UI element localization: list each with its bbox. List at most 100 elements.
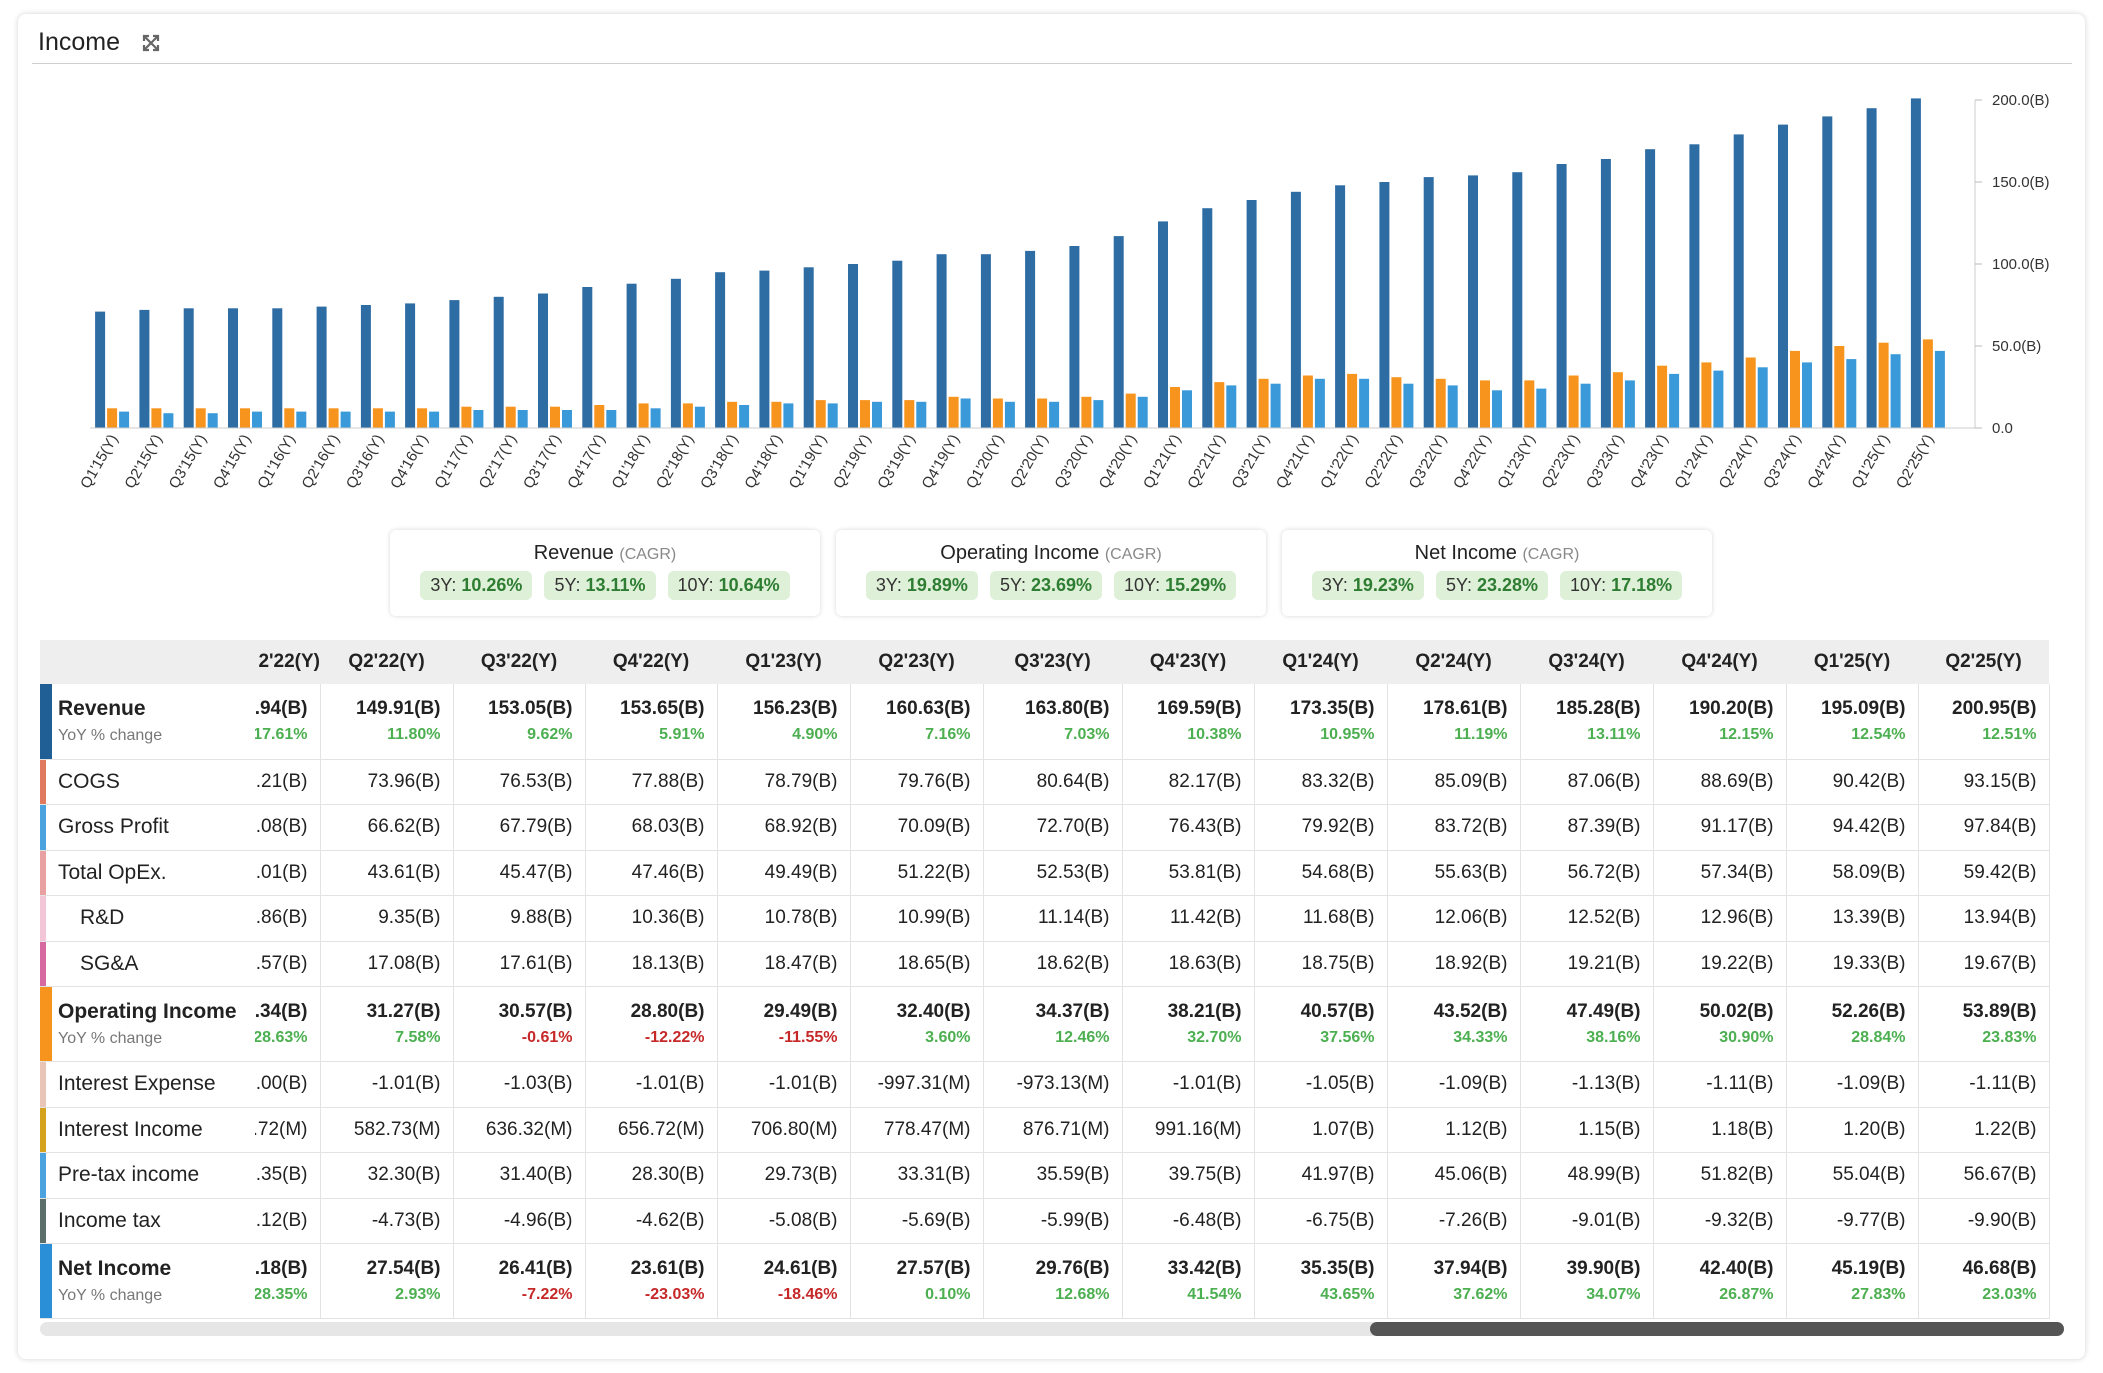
bar-2-22[interactable] bbox=[1093, 400, 1104, 428]
bar-0-31[interactable] bbox=[1468, 175, 1478, 428]
bar-1-21[interactable] bbox=[1037, 398, 1048, 429]
bar-0-40[interactable] bbox=[1866, 108, 1877, 428]
row-label[interactable]: Revenue YoY % change bbox=[40, 684, 255, 760]
horizontal-scrollbar[interactable] bbox=[40, 1322, 2064, 1336]
bar-0-26[interactable] bbox=[1246, 200, 1257, 428]
bar-2-1[interactable] bbox=[163, 413, 174, 428]
bar-0-30[interactable] bbox=[1423, 177, 1434, 428]
bar-0-18[interactable] bbox=[892, 260, 903, 428]
bar-0-37[interactable] bbox=[1733, 134, 1744, 428]
bar-2-17[interactable] bbox=[872, 401, 882, 428]
bar-2-4[interactable] bbox=[296, 411, 307, 428]
bar-1-19[interactable] bbox=[948, 396, 959, 428]
bar-2-5[interactable] bbox=[340, 411, 351, 428]
bar-1-8[interactable] bbox=[461, 406, 472, 428]
bar-0-8[interactable] bbox=[449, 300, 460, 428]
bar-0-12[interactable] bbox=[626, 283, 637, 428]
bar-1-37[interactable] bbox=[1745, 357, 1756, 429]
bar-0-10[interactable] bbox=[538, 293, 548, 429]
bar-0-2[interactable] bbox=[183, 308, 194, 428]
bar-1-27[interactable] bbox=[1302, 375, 1313, 429]
bar-2-12[interactable] bbox=[650, 408, 661, 428]
bar-0-7[interactable] bbox=[405, 303, 416, 428]
bar-0-39[interactable] bbox=[1822, 116, 1833, 429]
column-header[interactable]: Q3'23(Y) bbox=[983, 640, 1122, 684]
expand-icon[interactable] bbox=[140, 32, 162, 54]
column-header[interactable]: Q2'24(Y) bbox=[1387, 640, 1520, 684]
bar-0-16[interactable] bbox=[803, 267, 814, 428]
bar-2-31[interactable] bbox=[1492, 390, 1502, 428]
bar-0-22[interactable] bbox=[1069, 246, 1080, 428]
bar-0-27[interactable] bbox=[1290, 191, 1301, 428]
bar-2-8[interactable] bbox=[473, 410, 484, 428]
bar-1-4[interactable] bbox=[284, 408, 295, 428]
bar-2-29[interactable] bbox=[1403, 383, 1414, 428]
row-label[interactable]: Operating Income YoY % change bbox=[40, 986, 255, 1062]
bar-2-37[interactable] bbox=[1757, 367, 1768, 428]
bar-1-41[interactable] bbox=[1922, 339, 1933, 428]
column-header[interactable]: 2'22(Y) bbox=[250, 640, 320, 684]
bar-2-19[interactable] bbox=[960, 398, 971, 429]
bar-0-13[interactable] bbox=[670, 278, 681, 428]
column-header[interactable]: Q4'24(Y) bbox=[1653, 640, 1786, 684]
bar-1-10[interactable] bbox=[550, 406, 560, 428]
bar-1-28[interactable] bbox=[1347, 373, 1358, 428]
row-label[interactable]: Interest Income bbox=[40, 1107, 255, 1153]
bar-2-15[interactable] bbox=[783, 403, 794, 428]
bar-0-21[interactable] bbox=[1025, 250, 1036, 428]
column-header[interactable]: Q3'24(Y) bbox=[1520, 640, 1653, 684]
bar-1-26[interactable] bbox=[1258, 378, 1269, 428]
column-header[interactable]: Q4'22(Y) bbox=[585, 640, 717, 684]
bar-2-33[interactable] bbox=[1580, 383, 1591, 428]
bar-1-33[interactable] bbox=[1568, 375, 1579, 429]
bar-2-40[interactable] bbox=[1890, 354, 1901, 428]
bar-0-41[interactable] bbox=[1910, 98, 1921, 429]
bar-0-3[interactable] bbox=[228, 308, 238, 428]
bar-2-10[interactable] bbox=[562, 410, 572, 428]
bar-1-31[interactable] bbox=[1480, 380, 1490, 428]
bar-2-6[interactable] bbox=[384, 411, 395, 428]
bar-0-29[interactable] bbox=[1379, 182, 1390, 428]
bar-1-30[interactable] bbox=[1435, 378, 1446, 428]
bar-0-35[interactable] bbox=[1645, 149, 1656, 428]
bar-2-2[interactable] bbox=[207, 413, 218, 428]
bar-0-1[interactable] bbox=[139, 309, 150, 428]
row-label[interactable]: COGS bbox=[40, 759, 255, 805]
bar-1-20[interactable] bbox=[992, 398, 1003, 429]
bar-0-33[interactable] bbox=[1556, 164, 1567, 428]
bar-1-9[interactable] bbox=[505, 406, 516, 428]
bar-2-41[interactable] bbox=[1934, 350, 1945, 428]
bar-2-0[interactable] bbox=[119, 411, 130, 428]
bar-1-18[interactable] bbox=[904, 400, 915, 428]
bar-2-18[interactable] bbox=[916, 401, 927, 428]
bar-0-19[interactable] bbox=[936, 254, 947, 428]
row-label[interactable]: R&D bbox=[40, 895, 255, 942]
bar-0-23[interactable] bbox=[1113, 236, 1124, 428]
bar-2-39[interactable] bbox=[1846, 359, 1857, 428]
bar-2-23[interactable] bbox=[1137, 396, 1148, 428]
row-label[interactable]: Interest Expense bbox=[40, 1061, 255, 1108]
bar-2-9[interactable] bbox=[517, 410, 528, 428]
bar-2-16[interactable] bbox=[827, 403, 838, 428]
row-label[interactable]: SG&A bbox=[40, 941, 255, 987]
bar-1-38[interactable] bbox=[1790, 350, 1800, 428]
column-header[interactable]: Q1'24(Y) bbox=[1254, 640, 1387, 684]
bar-0-25[interactable] bbox=[1202, 208, 1213, 428]
row-label[interactable]: Gross Profit bbox=[40, 804, 255, 851]
bar-0-38[interactable] bbox=[1778, 124, 1788, 428]
bar-0-14[interactable] bbox=[715, 272, 726, 428]
column-header[interactable]: Q2'23(Y) bbox=[850, 640, 983, 684]
bar-0-32[interactable] bbox=[1512, 172, 1523, 428]
bar-2-21[interactable] bbox=[1049, 401, 1060, 428]
bar-0-9[interactable] bbox=[493, 296, 504, 428]
bar-0-0[interactable] bbox=[95, 311, 106, 428]
row-label[interactable]: Net Income YoY % change bbox=[40, 1243, 255, 1319]
bar-1-6[interactable] bbox=[372, 408, 383, 428]
bar-1-24[interactable] bbox=[1170, 387, 1180, 428]
bar-0-11[interactable] bbox=[582, 287, 593, 428]
bar-0-24[interactable] bbox=[1158, 221, 1168, 428]
bar-1-7[interactable] bbox=[417, 408, 428, 428]
bar-1-0[interactable] bbox=[107, 408, 118, 428]
bar-1-14[interactable] bbox=[727, 401, 738, 428]
column-header[interactable]: Q1'25(Y) bbox=[1786, 640, 1918, 684]
